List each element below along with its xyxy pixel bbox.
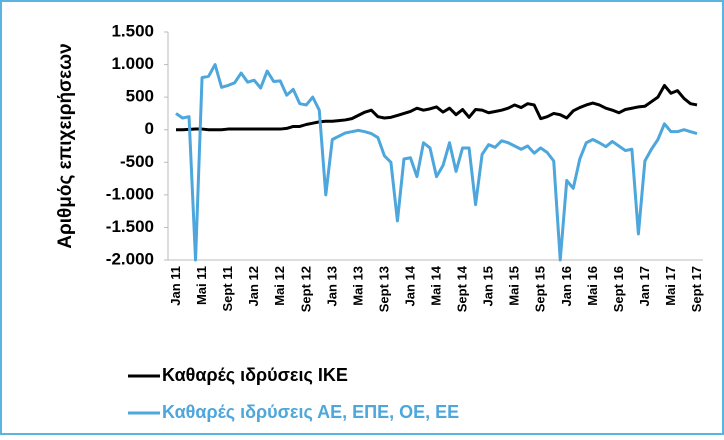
x-tick-label: Mai 11 (194, 266, 209, 305)
series-line (176, 83, 698, 132)
x-tick-label: Mai 14 (429, 265, 444, 306)
x-tick-label: Mai 13 (350, 266, 365, 306)
x-tick-label: Sept 12 (298, 266, 313, 312)
x-tick-label: Sept 15 (533, 266, 548, 312)
x-tick-label: Sept 14 (455, 265, 470, 312)
x-tick-label: Mai 12 (272, 266, 287, 306)
x-tick-label: Jan 14 (402, 265, 417, 306)
x-tick-label: Mai 15 (507, 266, 522, 306)
x-tick-label: Jan 13 (324, 266, 339, 306)
y-tick-label: 1.500 (111, 21, 154, 40)
x-tick-label: Mai 17 (663, 266, 678, 306)
y-tick-label: -1.000 (106, 184, 154, 203)
legend-label: Καθαρές ιδρύσεις ΑΕ, ΕΠΕ, ΟΕ, ΕΕ (162, 402, 459, 422)
y-tick-label: -1.500 (106, 217, 154, 236)
x-tick-label: Sept 13 (376, 266, 391, 312)
legend-label: Καθαρές ιδρύσεις ΙΚΕ (162, 365, 348, 385)
y-tick-label: 1.000 (111, 54, 154, 73)
x-tick-label: Jan 16 (559, 266, 574, 306)
y-tick-label: 500 (126, 87, 154, 106)
x-tick-label: Jan 15 (481, 266, 496, 306)
x-tick-label: Sept 16 (611, 266, 626, 312)
y-axis-label: Αριθμός επιχειρήσεων (55, 43, 76, 248)
x-tick-label: Jan 17 (637, 266, 652, 306)
y-tick-label: -2.000 (106, 249, 154, 268)
x-tick-label: Sept 11 (220, 266, 235, 312)
y-tick-label: 0 (145, 119, 154, 138)
series-line (175, 63, 698, 262)
x-tick-label: Mai 16 (585, 266, 600, 306)
x-tick-label: Jan 11 (168, 266, 183, 306)
y-tick-label: -500 (120, 152, 154, 171)
x-tick-label: Sept 17 (689, 266, 704, 312)
x-tick-label: Jan 12 (246, 266, 261, 306)
